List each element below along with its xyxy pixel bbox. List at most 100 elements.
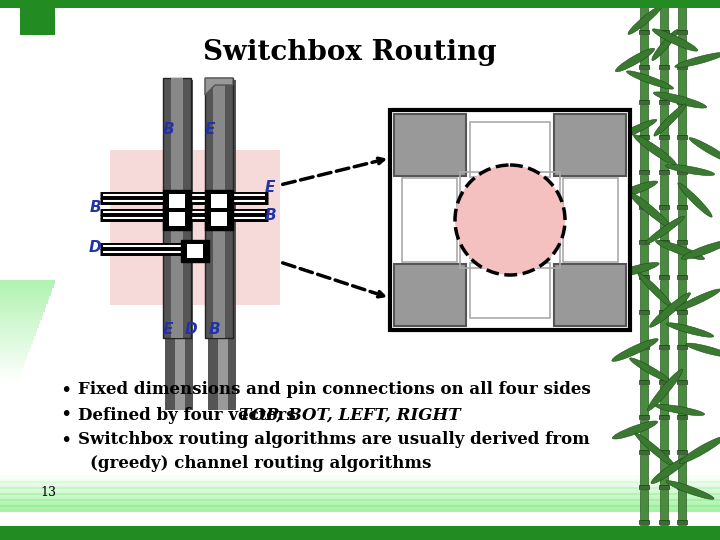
Bar [678, 315, 686, 347]
Bar [659, 345, 669, 349]
Bar [640, 280, 648, 312]
Bar [0, 288, 52, 292]
Ellipse shape [655, 240, 704, 260]
Bar [660, 245, 668, 277]
Bar [677, 135, 687, 139]
Text: B: B [264, 207, 276, 222]
Ellipse shape [649, 293, 690, 327]
Bar [0, 507, 720, 508]
Text: TOP, BOT, LEFT, RIGHT: TOP, BOT, LEFT, RIGHT [239, 407, 460, 423]
Bar [678, 210, 686, 242]
Bar [470, 122, 550, 177]
Bar [640, 455, 648, 487]
Bar [659, 170, 669, 174]
Bar [639, 65, 649, 69]
Bar [0, 296, 49, 300]
Text: (greedy) channel routing algorithms: (greedy) channel routing algorithms [90, 455, 431, 471]
Ellipse shape [616, 48, 654, 72]
Bar [678, 140, 686, 172]
Bar [460, 172, 560, 268]
Bar [678, 525, 686, 540]
Bar [0, 477, 720, 479]
Text: 13: 13 [40, 487, 56, 500]
Bar [554, 264, 626, 326]
Bar [677, 450, 687, 454]
Ellipse shape [626, 71, 673, 89]
Bar [563, 178, 618, 262]
Bar [187, 244, 203, 258]
Ellipse shape [634, 135, 676, 165]
Bar [0, 481, 720, 483]
Bar [660, 385, 668, 417]
Ellipse shape [646, 216, 684, 244]
Bar [0, 492, 720, 494]
Bar [0, 508, 720, 509]
Ellipse shape [612, 339, 658, 361]
Bar [205, 190, 233, 212]
Bar [660, 280, 668, 312]
Bar [0, 505, 720, 507]
Bar [470, 263, 550, 318]
Bar [640, 105, 648, 137]
Bar [0, 495, 720, 496]
Ellipse shape [628, 5, 662, 35]
Bar [677, 240, 687, 244]
Bar [660, 35, 668, 67]
Bar [0, 300, 48, 304]
Bar [0, 475, 720, 477]
Bar [677, 205, 687, 209]
Ellipse shape [654, 104, 686, 136]
Bar [659, 485, 669, 489]
Bar [211, 194, 227, 208]
Bar [677, 30, 687, 34]
Ellipse shape [675, 52, 720, 68]
Bar [0, 480, 720, 482]
Bar [0, 491, 720, 492]
Bar [208, 80, 236, 410]
Bar [0, 485, 720, 487]
Text: E: E [163, 322, 174, 338]
Ellipse shape [651, 456, 689, 484]
Ellipse shape [675, 289, 720, 311]
Bar [169, 194, 185, 208]
Ellipse shape [635, 433, 675, 467]
Bar [659, 310, 669, 314]
Bar [678, 385, 686, 417]
Text: Defined by four vectors: Defined by four vectors [78, 407, 302, 423]
Bar [0, 487, 720, 489]
Bar [678, 350, 686, 382]
Ellipse shape [647, 369, 683, 411]
Bar [639, 135, 649, 139]
Bar [659, 415, 669, 419]
Text: Switchbox Routing: Switchbox Routing [203, 38, 497, 65]
Polygon shape [205, 78, 233, 95]
Bar [678, 280, 686, 312]
Bar [218, 80, 228, 410]
Bar [0, 498, 720, 500]
Ellipse shape [652, 29, 698, 51]
Bar [639, 380, 649, 384]
Bar [678, 175, 686, 207]
Bar [0, 504, 720, 505]
Bar [639, 275, 649, 279]
Ellipse shape [613, 119, 657, 140]
Bar [0, 308, 45, 312]
Ellipse shape [654, 92, 706, 108]
Bar [660, 105, 668, 137]
Ellipse shape [665, 165, 715, 176]
Bar [640, 140, 648, 172]
Bar [0, 488, 720, 490]
Bar [659, 135, 669, 139]
Bar [659, 275, 669, 279]
Bar [165, 80, 193, 410]
Bar [640, 35, 648, 67]
Bar [660, 140, 668, 172]
Bar [0, 502, 720, 503]
Bar [640, 210, 648, 242]
Bar [0, 482, 720, 484]
Bar [0, 479, 720, 480]
Ellipse shape [638, 273, 672, 307]
Bar [677, 310, 687, 314]
Text: D: D [185, 322, 197, 338]
Bar [0, 304, 46, 308]
